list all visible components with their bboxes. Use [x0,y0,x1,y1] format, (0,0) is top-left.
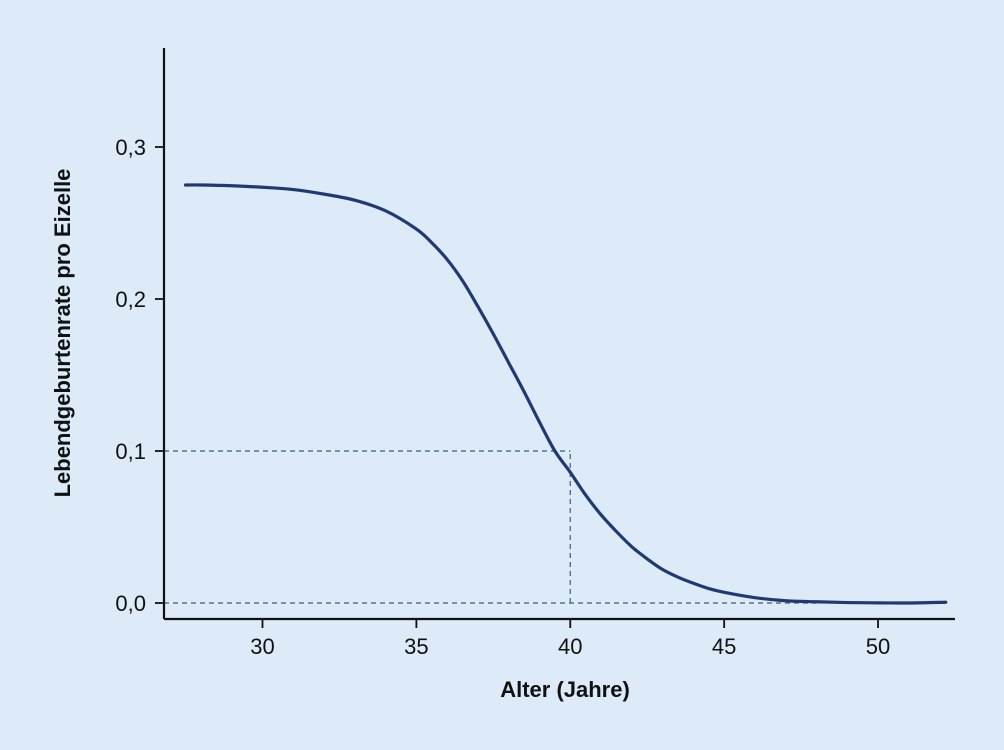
x-axis-title: Alter (Jahre) [500,677,630,702]
series-line-0 [183,183,948,605]
y-ticks: 0,0 0,1 0,2 0,3 [115,135,164,616]
x-tick-label: 50 [866,634,890,659]
x-ticks: 30 35 40 45 50 [250,619,890,659]
x-tick-label: 30 [250,634,274,659]
y-tick-label: 0,3 [115,135,146,160]
x-tick-label: 40 [558,634,582,659]
y-tick-label: 0,1 [115,439,146,464]
reference-lines [164,450,817,604]
y-tick-label: 0,0 [115,591,146,616]
y-tick-label: 0,2 [115,287,146,312]
x-tick-label: 35 [404,634,428,659]
x-tick-label: 45 [712,634,736,659]
series-line-group [183,183,948,605]
y-axis-title: Lebendgeburtenrate pro Eizelle [50,169,75,498]
